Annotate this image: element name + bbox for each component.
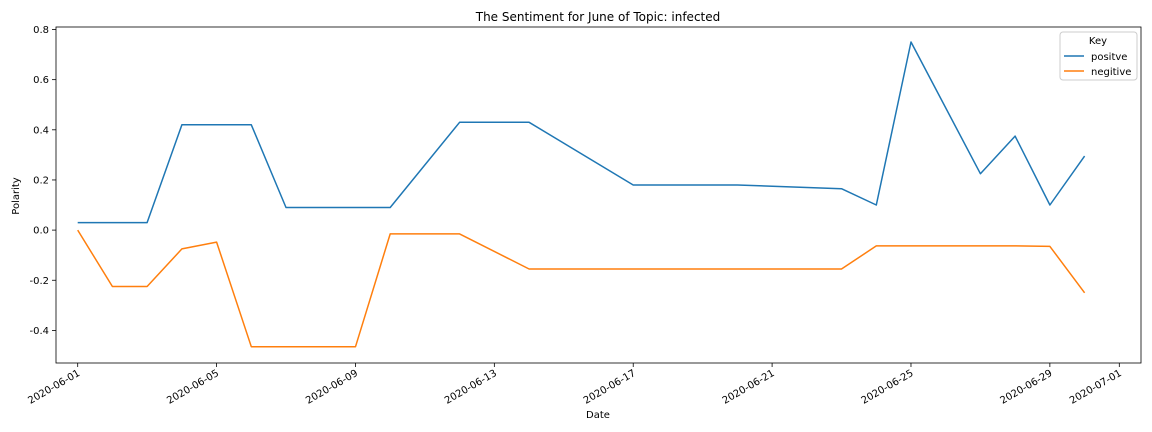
x-tick-label: 2020-07-01 xyxy=(1068,368,1124,407)
plot-area xyxy=(55,26,1142,364)
x-tick-label: 2020-06-05 xyxy=(165,368,221,407)
x-tick-label: 2020-06-29 xyxy=(999,368,1055,407)
legend: Key positve negitive xyxy=(1059,31,1138,81)
x-tick-label: 2020-06-25 xyxy=(860,368,916,407)
y-tick-label: 0.8 xyxy=(33,25,49,36)
x-tick-label: 2020-06-21 xyxy=(721,368,777,407)
series-line-positve xyxy=(77,41,1086,224)
y-tick-label: 0.4 xyxy=(33,125,49,136)
x-axis-title: Date xyxy=(586,410,610,421)
legend-label-negitive: negitive xyxy=(1091,67,1131,78)
x-tick-label: 2020-06-01 xyxy=(26,368,82,407)
legend-label-positve: positve xyxy=(1091,52,1127,63)
legend-box xyxy=(1059,31,1138,81)
series-layer xyxy=(77,41,1086,348)
series-line-negitive xyxy=(77,229,1086,348)
y-tick-label: 0.6 xyxy=(33,75,49,86)
chart-title: The Sentiment for June of Topic: infecte… xyxy=(475,10,721,24)
y-tick-label: -0.2 xyxy=(29,276,49,287)
x-axis: 2020-06-01 2020-06-05 2020-06-09 2020-06-13… xyxy=(26,363,1124,407)
y-tick-label: 0.2 xyxy=(33,175,49,186)
y-tick-label: 0.0 xyxy=(33,226,49,237)
y-axis-title: Polarity xyxy=(11,177,22,215)
x-tick-label: 2020-06-13 xyxy=(443,368,499,407)
x-tick-label: 2020-06-09 xyxy=(304,368,360,407)
x-tick-label: 2020-06-17 xyxy=(582,368,638,407)
legend-title: Key xyxy=(1089,36,1107,47)
y-tick-label: -0.4 xyxy=(29,326,49,337)
y-axis: -0.4 -0.2 0.0 0.2 0.4 0.6 0.8 xyxy=(29,25,56,337)
